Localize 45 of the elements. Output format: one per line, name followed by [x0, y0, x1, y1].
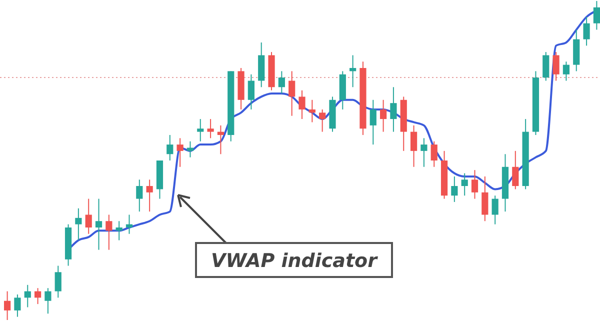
candlestick — [4, 290, 11, 320]
candlestick — [420, 138, 428, 168]
candlestick — [288, 70, 296, 116]
candlestick — [34, 288, 42, 305]
candlestick — [461, 172, 468, 196]
candlestick — [126, 214, 133, 234]
candlestick — [166, 134, 174, 161]
candlestick — [492, 195, 498, 225]
candlestick — [482, 176, 488, 222]
candlestick — [14, 294, 21, 318]
candlestick — [593, 0, 600, 30]
candlestick — [308, 99, 316, 123]
candlestick — [106, 214, 112, 250]
candlestick — [471, 170, 478, 200]
candlestick — [44, 288, 52, 314]
candlestick — [186, 140, 194, 158]
candlestick — [583, 16, 590, 46]
candlestick — [176, 138, 184, 168]
candlestick — [390, 86, 397, 132]
candlestick — [146, 179, 153, 212]
candlestick — [197, 118, 204, 142]
candlestick — [116, 220, 122, 241]
candlestick — [75, 208, 82, 241]
candlestick — [248, 74, 254, 110]
candlestick — [350, 54, 356, 88]
candlestick — [430, 140, 438, 168]
candlestick — [512, 150, 519, 190]
candlestick — [298, 90, 306, 120]
candlestick — [217, 124, 224, 155]
candlestick — [410, 124, 418, 168]
candlestick — [562, 61, 570, 82]
candlestick — [207, 118, 214, 139]
candlestick — [319, 108, 326, 132]
candlestick — [95, 198, 102, 250]
candlestick — [542, 52, 550, 82]
candlestick — [552, 52, 560, 82]
candlestick — [54, 265, 62, 298]
annotation: VWAP indicator — [211, 250, 379, 272]
candlestick — [24, 284, 31, 308]
candlestick — [136, 179, 143, 212]
candlestick — [85, 198, 92, 234]
candlestick — [451, 176, 458, 202]
candlestick — [380, 99, 387, 132]
candlestick — [370, 99, 376, 146]
candlestick — [278, 70, 285, 94]
